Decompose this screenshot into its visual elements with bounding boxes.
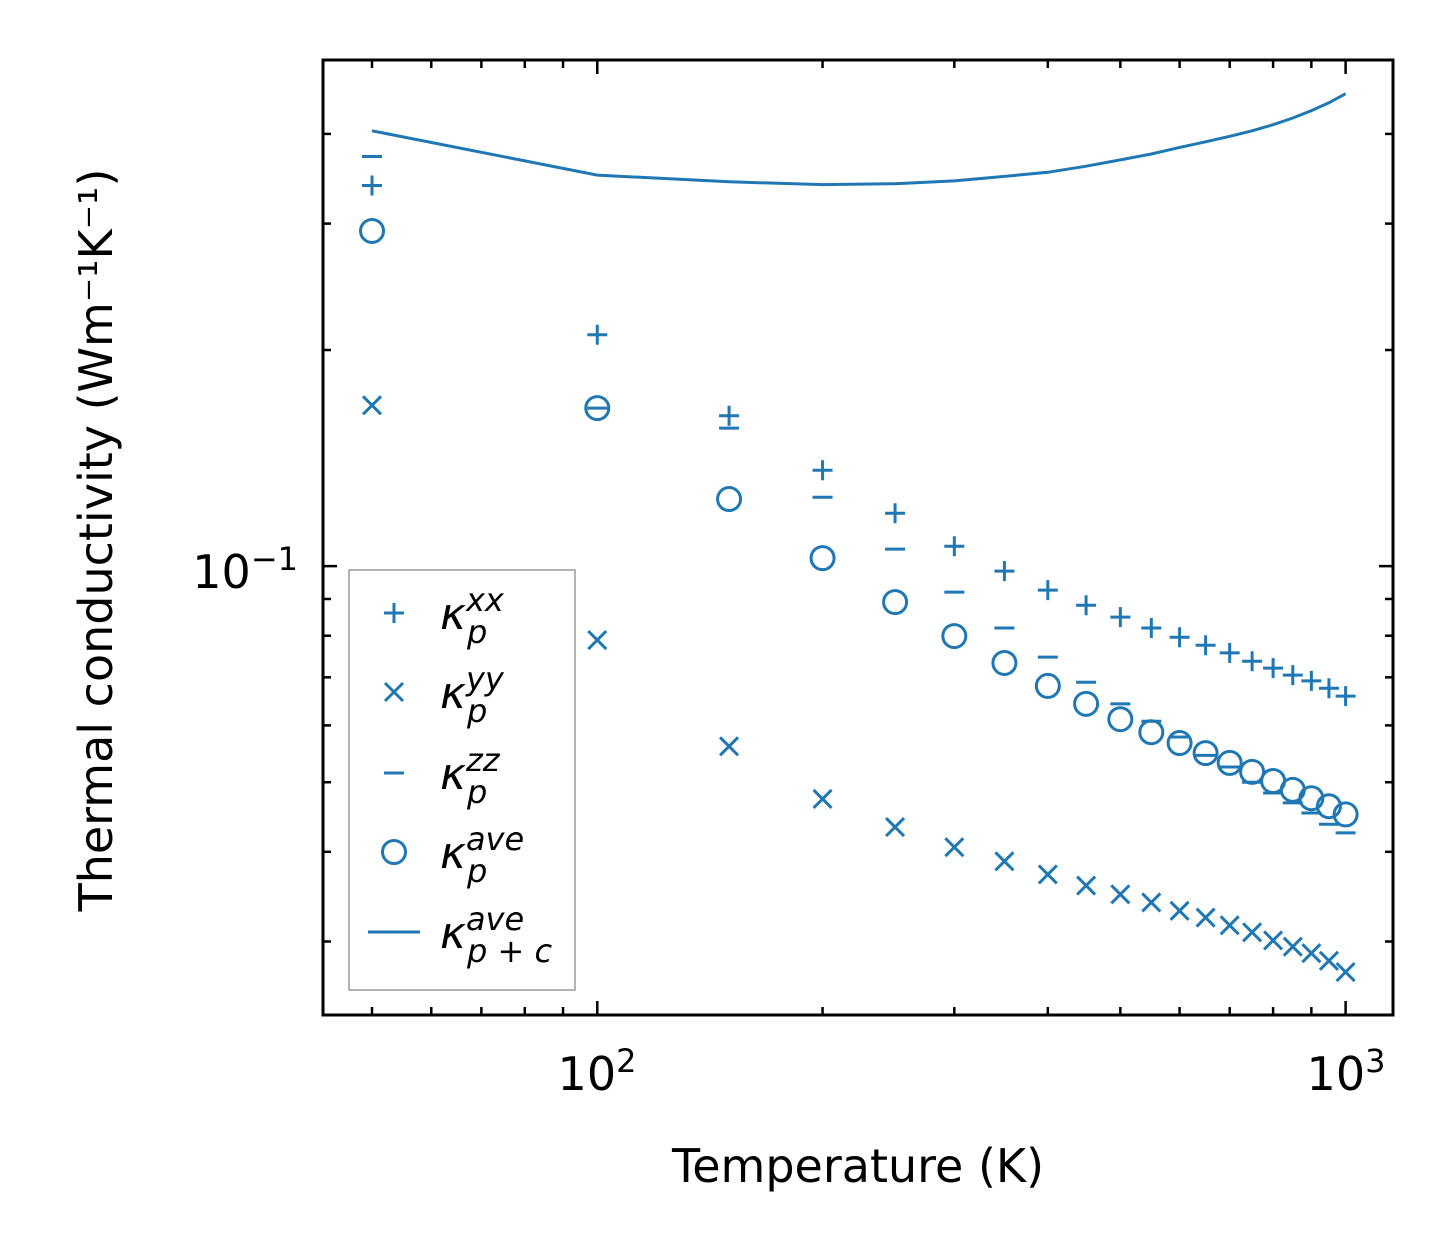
- point-kappa_p_ave: [1034, 672, 1061, 699]
- point-kappa_p_xx: [1335, 686, 1356, 707]
- legend-label-kappa_p_ave: κave p: [440, 820, 524, 890]
- point-kappa_p_xx: [1242, 651, 1263, 672]
- point-kappa_p_yy: [994, 851, 1015, 872]
- point-kappa_p_xx: [994, 561, 1015, 582]
- point-kappa_p_xx: [1076, 595, 1097, 616]
- legend-box: [348, 569, 576, 991]
- y-tick-label-0.1: 10−1: [192, 540, 298, 599]
- point-kappa_p_yy: [1076, 875, 1097, 896]
- point-kappa_p_xx: [1318, 678, 1339, 699]
- point-kappa_p_ave: [882, 589, 909, 616]
- point-kappa_p_yy: [587, 629, 608, 651]
- point-kappa_p_xx: [1141, 618, 1162, 639]
- point-kappa_p_ave: [1216, 749, 1243, 776]
- point-kappa_p_xx: [719, 405, 740, 426]
- point-kappa_p_yy: [944, 837, 965, 858]
- series-kappa_p_xx: [362, 175, 1356, 707]
- legend-marker-kappa_p_yy: [383, 681, 405, 703]
- point-kappa_p_xx: [812, 460, 833, 481]
- point-kappa_p_xx: [885, 503, 906, 524]
- point-kappa_p_xx: [1195, 635, 1216, 656]
- point-kappa_p_xx: [1110, 607, 1131, 628]
- point-kappa_p_yy: [812, 788, 833, 809]
- point-kappa_p_ave: [1192, 740, 1219, 767]
- point-kappa_p_yy: [718, 736, 740, 757]
- point-kappa_p_yy: [1335, 961, 1356, 983]
- point-kappa_p_yy: [1110, 884, 1131, 905]
- point-kappa_p_ave: [716, 486, 743, 513]
- point-kappa_p_yy: [1301, 943, 1322, 964]
- point-kappa_p_yy: [1037, 864, 1058, 885]
- point-kappa_p_xx: [1219, 642, 1240, 663]
- point-kappa_p_ave: [941, 623, 968, 650]
- legend-label-kappa_p_xx: κxx p: [440, 581, 505, 651]
- point-kappa_p_ave: [359, 217, 386, 244]
- legend-marker-kappa_p_xx: [384, 603, 404, 623]
- line-kappa_pc_ave: [371, 92, 1347, 187]
- point-kappa_p_ave: [1138, 719, 1165, 746]
- point-kappa_p_ave: [991, 649, 1018, 676]
- point-kappa_p_ave: [809, 545, 836, 572]
- legend: κxx p κyy p κzz p κave p κave p + c: [348, 569, 576, 991]
- point-kappa_p_ave: [1315, 793, 1342, 820]
- point-kappa_p_ave: [1239, 758, 1266, 785]
- point-kappa_p_xx: [1282, 665, 1303, 686]
- point-kappa_p_yy: [1195, 907, 1216, 928]
- x-tick-label-1000: 103: [1307, 1042, 1386, 1101]
- point-kappa_p_ave: [584, 395, 611, 422]
- point-kappa_p_xx: [1037, 580, 1058, 601]
- point-kappa_p_yy: [1141, 892, 1162, 913]
- y-axis-label: Thermal conductivity (Wm⁻¹K⁻¹): [69, 169, 123, 913]
- point-kappa_p_xx: [944, 536, 965, 557]
- point-kappa_p_xx: [587, 324, 608, 345]
- point-kappa_p_ave: [1332, 801, 1359, 828]
- legend-label-kappa_p_zz: κzz p: [440, 741, 501, 811]
- legend-label-kappa_pc_ave: κave p + c: [440, 900, 552, 970]
- plot-frame: [321, 58, 1395, 1017]
- point-kappa_p_yy: [1169, 900, 1190, 921]
- data-marks: [359, 92, 1359, 983]
- x-axis-label: Temperature (K): [671, 1139, 1044, 1193]
- legend-marker-kappa_p_ave: [381, 839, 407, 865]
- point-kappa_p_yy: [1318, 950, 1340, 971]
- point-kappa_p_yy: [1242, 922, 1263, 943]
- series-kappa_pc_ave: [371, 92, 1347, 187]
- point-kappa_p_yy: [1263, 930, 1284, 951]
- point-kappa_p_yy: [361, 395, 383, 416]
- point-kappa_p_xx: [1301, 670, 1322, 691]
- point-kappa_p_yy: [885, 817, 906, 838]
- x-tick-label-100: 102: [558, 1042, 637, 1101]
- point-kappa_p_ave: [1166, 730, 1193, 757]
- point-kappa_p_xx: [1169, 627, 1190, 648]
- legend-label-kappa_p_yy: κyy p: [440, 660, 505, 730]
- point-kappa_p_yy: [1282, 936, 1303, 957]
- point-kappa_p_ave: [1107, 706, 1134, 733]
- point-kappa_p_ave: [1073, 690, 1100, 717]
- series-kappa_p_ave: [359, 217, 1359, 828]
- point-kappa_p_yy: [1219, 915, 1240, 936]
- series-kappa_p_yy: [361, 395, 1356, 983]
- point-kappa_p_xx: [1263, 658, 1284, 679]
- point-kappa_p_xx: [362, 175, 383, 196]
